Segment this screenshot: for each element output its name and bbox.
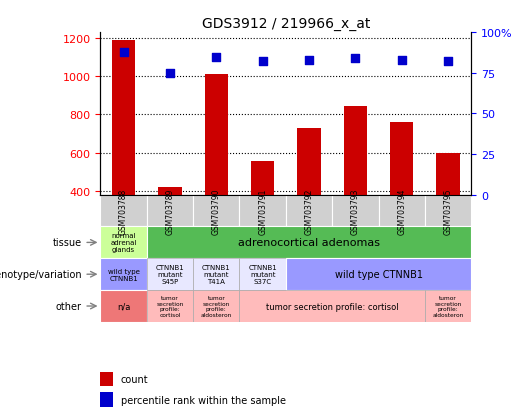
Text: GSM703788: GSM703788 (119, 188, 128, 234)
Point (119, 49, 128, 56)
Text: count: count (121, 374, 148, 384)
Point (444, 59, 452, 66)
Text: CTNNB1
mutant
T41A: CTNNB1 mutant T41A (202, 265, 231, 285)
Text: GSM703792: GSM703792 (304, 188, 314, 234)
Bar (147, 195, 193, 227)
Bar (100, 227, 147, 259)
Bar (390, 123, 413, 268)
Point (212, 54, 220, 61)
Point (398, 57, 406, 64)
Bar (344, 107, 367, 268)
Bar (147, 227, 471, 259)
Text: GSM703791: GSM703791 (258, 188, 267, 234)
Bar (159, 188, 182, 268)
Text: GSM703794: GSM703794 (397, 188, 406, 234)
Text: GSM703795: GSM703795 (443, 188, 453, 234)
Text: CTNNB1
mutant
S45P: CTNNB1 mutant S45P (156, 265, 184, 285)
Bar (204, 75, 228, 268)
Text: genotype/variation: genotype/variation (0, 270, 82, 280)
Bar (251, 162, 274, 268)
Bar (100, 372, 113, 386)
Bar (298, 128, 320, 268)
Bar (239, 259, 286, 290)
Text: tissue: tissue (53, 238, 82, 248)
Bar (286, 259, 471, 290)
Text: wild type CTNNB1: wild type CTNNB1 (335, 270, 422, 280)
Bar (147, 290, 193, 322)
Text: GSM703790: GSM703790 (212, 188, 221, 234)
Text: other: other (56, 301, 82, 311)
Bar (239, 290, 425, 322)
Bar (425, 290, 471, 322)
Text: tumor
secretion
profile:
aldosteron: tumor secretion profile: aldosteron (201, 295, 232, 318)
Text: n/a: n/a (117, 302, 130, 311)
Bar (436, 153, 459, 268)
Bar (286, 195, 332, 227)
Bar (193, 290, 239, 322)
Bar (379, 195, 425, 227)
Text: tumor
secretion
profile:
cortisol: tumor secretion profile: cortisol (157, 295, 183, 318)
Point (305, 57, 313, 64)
Text: wild type
CTNNB1: wild type CTNNB1 (108, 268, 140, 281)
Text: GSM703793: GSM703793 (351, 188, 360, 234)
Bar (112, 40, 135, 268)
Point (351, 56, 359, 62)
Bar (100, 290, 147, 322)
Bar (193, 195, 239, 227)
Text: tumor secretion profile: cortisol: tumor secretion profile: cortisol (266, 302, 399, 311)
Point (166, 70, 174, 77)
Text: GSM703789: GSM703789 (165, 188, 175, 234)
Bar (239, 195, 286, 227)
Bar (193, 259, 239, 290)
Text: adrenocortical adenomas: adrenocortical adenomas (238, 238, 380, 248)
Bar (425, 195, 471, 227)
Bar (332, 195, 379, 227)
Point (259, 59, 267, 66)
Title: GDS3912 / 219966_x_at: GDS3912 / 219966_x_at (202, 17, 370, 31)
Bar (100, 259, 147, 290)
Bar (100, 195, 147, 227)
Text: tumor
secretion
profile:
aldosteron: tumor secretion profile: aldosteron (433, 295, 464, 318)
Text: percentile rank within the sample: percentile rank within the sample (121, 394, 286, 405)
Text: CTNNB1
mutant
S37C: CTNNB1 mutant S37C (248, 265, 277, 285)
Bar (147, 259, 193, 290)
Text: normal
adrenal
glands: normal adrenal glands (110, 233, 137, 253)
Bar (100, 392, 113, 407)
